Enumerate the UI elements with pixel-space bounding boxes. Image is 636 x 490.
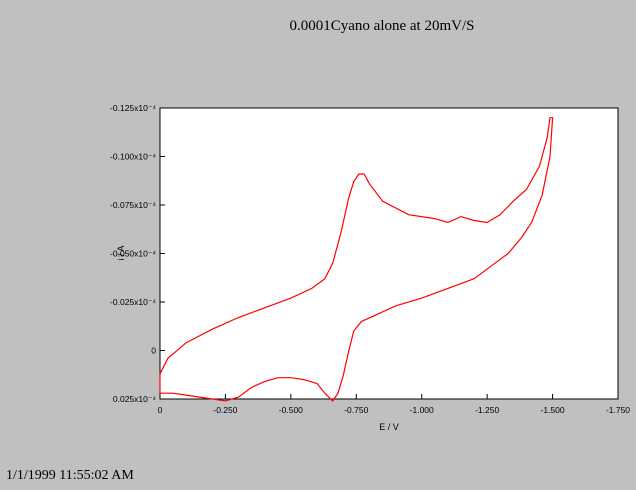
y-tick-label: 0.025x10⁻⁴ — [113, 394, 156, 404]
y-tick-label: 0 — [151, 346, 156, 356]
y-tick-label: -0.075x10⁻⁴ — [110, 200, 156, 210]
y-axis-label: i / A — [116, 245, 126, 260]
timestamp: 1/1/1999 11:55:02 AM — [6, 468, 134, 483]
y-axis-ticks: -0.125x10⁻⁴ -0.100x10⁻⁴ -0.075x10⁻⁴ -0.050x… — [110, 103, 165, 404]
x-tick-label: -1.000 — [410, 405, 434, 415]
y-tick-label: -0.025x10⁻⁴ — [110, 297, 156, 307]
x-axis-label: E / V — [379, 422, 399, 432]
plot-area — [159, 107, 619, 400]
current-trace — [159, 117, 554, 402]
chart-title: 0.0001Cyano alone at 20mV/S — [289, 18, 475, 34]
x-tick-label: -1.500 — [541, 405, 565, 415]
y-tick-label: -0.125x10⁻⁴ — [110, 103, 156, 113]
x-tick-label: -1.250 — [475, 405, 499, 415]
x-tick-label: -1.750 — [606, 405, 630, 415]
x-tick-label: -0.250 — [213, 405, 237, 415]
x-tick-label: -0.500 — [279, 405, 303, 415]
x-tick-label: -0.750 — [344, 405, 368, 415]
x-tick-label: 0 — [158, 405, 163, 415]
y-tick-label: -0.100x10⁻⁴ — [110, 152, 156, 162]
y-tick-label: -0.050x10⁻⁴ — [110, 249, 156, 259]
x-axis-ticks: 0 -0.250 -0.500 -0.750 -1.000 -1.250 -1.500 -1.… — [158, 394, 630, 415]
